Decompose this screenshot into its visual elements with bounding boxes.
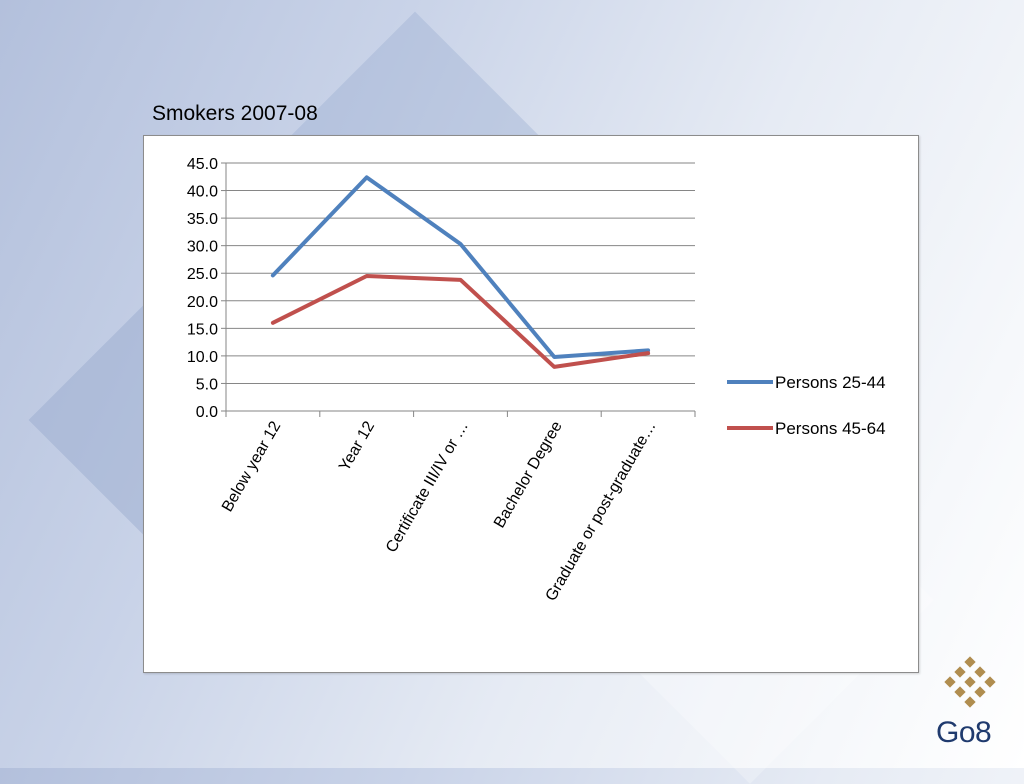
- slide-title: Smokers 2007-08: [152, 102, 318, 126]
- logo-diamond: [944, 676, 955, 687]
- x-category-label: Bachelor Degree: [491, 418, 566, 531]
- y-tick-label: 15.0: [187, 321, 218, 338]
- y-tick-label: 20.0: [187, 294, 218, 311]
- logo-diamond: [984, 676, 995, 687]
- y-tick-label: 40.0: [187, 184, 218, 201]
- logo-diamond: [954, 686, 965, 697]
- x-category-label: Certificate III/IV or …: [383, 419, 472, 556]
- legend-label: Persons 45-64: [775, 419, 886, 438]
- logo-diamond: [964, 696, 975, 707]
- logo-diamond: [964, 676, 975, 687]
- y-tick-label: 45.0: [187, 156, 218, 173]
- y-tick-label: 25.0: [187, 266, 218, 283]
- x-category-label: Below year 12: [219, 418, 284, 514]
- y-tick-label: 10.0: [187, 349, 218, 366]
- logo-diamond: [974, 686, 985, 697]
- y-tick-label: 30.0: [187, 239, 218, 256]
- x-category-label: Year 12: [336, 418, 378, 474]
- logo-diamond: [964, 656, 975, 667]
- chart-frame: 0.0 5.0 10.0 15.0 20.0 25.0 30.0 35.0 40.0 45.0 Be…: [143, 135, 919, 673]
- logo-diamond: [974, 666, 985, 677]
- line-chart: 0.0 5.0 10.0 15.0 20.0 25.0 30.0 35.0 40.0 45.0 Be…: [144, 136, 920, 674]
- x-category-label: Graduate or post-graduate…: [543, 419, 660, 605]
- logo-diamond: [954, 666, 965, 677]
- y-tick-label: 5.0: [196, 376, 218, 393]
- logo-text: Go8: [936, 716, 991, 750]
- legend-label: Persons 25-44: [775, 373, 886, 392]
- y-tick-label: 0.0: [196, 404, 218, 421]
- series-line-1: [273, 177, 648, 357]
- y-tick-label: 35.0: [187, 211, 218, 228]
